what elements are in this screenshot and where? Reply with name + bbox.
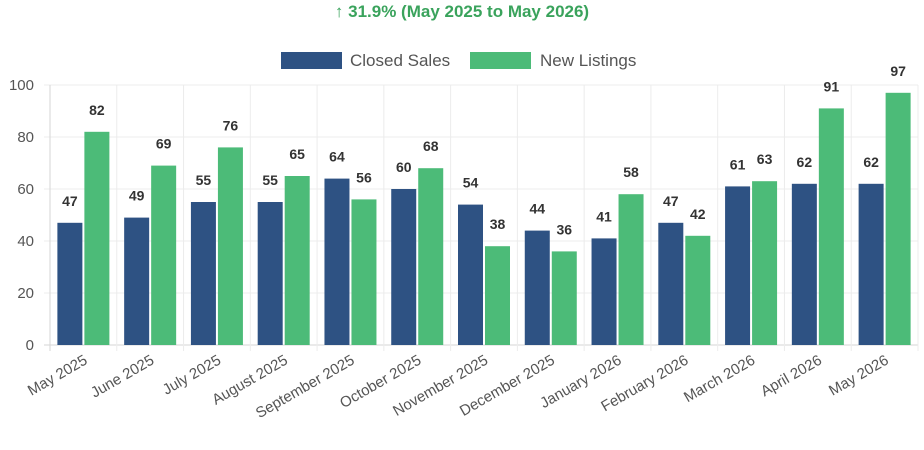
data-label: 61 <box>730 156 746 172</box>
data-label: 38 <box>490 216 506 232</box>
data-label: 41 <box>596 208 612 224</box>
data-label: 55 <box>262 172 278 188</box>
data-label: 76 <box>223 117 239 133</box>
bar-new-listings <box>351 199 377 345</box>
data-labels: 47 82 49 69 55 76 55 65 64 56 60 68 54 38 44 36 41 58 47 42… <box>62 63 906 238</box>
bar-new-listings <box>418 168 444 345</box>
bar-new-listings <box>217 147 243 345</box>
bar-closed-sales <box>257 202 283 345</box>
legend-label: New Listings <box>540 51 636 70</box>
bar-closed-sales <box>658 222 684 345</box>
bar-closed-sales <box>391 189 417 345</box>
data-label: 69 <box>156 136 172 152</box>
data-label: 47 <box>62 193 78 209</box>
bar-new-listings <box>618 194 644 345</box>
bar-closed-sales <box>124 217 150 345</box>
data-label: 82 <box>89 102 105 118</box>
x-tick-label: May 2025 <box>25 352 91 400</box>
bar-closed-sales <box>858 183 884 345</box>
data-label: 58 <box>623 164 639 180</box>
bar-new-listings <box>752 181 778 345</box>
data-label: 54 <box>463 175 479 191</box>
data-label: 62 <box>797 154 813 170</box>
data-label: 49 <box>129 188 145 204</box>
data-label: 60 <box>396 159 412 175</box>
y-tick-label: 60 <box>17 181 34 198</box>
legend-label: Closed Sales <box>350 51 450 70</box>
y-tick-label: 80 <box>17 129 34 146</box>
data-label: 44 <box>529 201 545 217</box>
legend-item-new-listings[interactable]: New Listings <box>470 51 636 70</box>
x-tick-label: June 2025 <box>88 352 157 402</box>
data-label: 65 <box>289 146 305 162</box>
y-axis: 0 20 40 60 80 100 <box>9 77 34 354</box>
x-tick-label: March 2026 <box>681 352 758 406</box>
chart-headline: ↑ 31.9% (May 2025 to May 2026) <box>334 2 590 21</box>
bar-closed-sales <box>725 186 751 345</box>
bar-closed-sales <box>591 238 617 345</box>
data-label: 47 <box>663 193 679 209</box>
bar-new-listings <box>84 131 110 345</box>
data-label: 63 <box>757 151 773 167</box>
data-label: 62 <box>863 154 879 170</box>
bar-new-listings <box>818 108 844 346</box>
data-label: 64 <box>329 149 345 165</box>
bar-closed-sales <box>524 230 550 345</box>
data-label: 42 <box>690 206 706 222</box>
bar-new-listings <box>284 176 310 345</box>
x-tick-label: May 2026 <box>826 352 892 400</box>
bar-new-listings <box>685 235 711 345</box>
bars <box>57 92 911 346</box>
y-tick-label: 20 <box>17 285 34 302</box>
bar-new-listings <box>485 246 510 345</box>
bar-closed-sales <box>791 183 817 345</box>
bar-closed-sales <box>190 202 216 345</box>
bar-closed-sales <box>324 178 350 345</box>
legend-swatch <box>281 52 342 69</box>
y-tick-label: 0 <box>26 337 34 354</box>
legend[interactable]: Closed Sales New Listings <box>281 51 636 70</box>
data-label: 91 <box>824 78 840 94</box>
data-label: 36 <box>556 221 572 237</box>
bar-new-listings <box>151 165 177 345</box>
legend-swatch <box>470 52 531 69</box>
data-label: 56 <box>356 169 372 185</box>
data-label: 55 <box>196 172 212 188</box>
y-tick-label: 100 <box>9 77 34 94</box>
y-tick-label: 40 <box>17 233 34 250</box>
bar-closed-sales <box>458 204 483 345</box>
legend-item-closed-sales[interactable]: Closed Sales <box>281 51 450 70</box>
bar-new-listings <box>885 92 911 345</box>
data-label: 68 <box>423 138 439 154</box>
bar-closed-sales <box>57 222 83 345</box>
x-tick-label: April 2026 <box>758 352 825 400</box>
bar-new-listings <box>551 251 577 345</box>
data-label: 97 <box>890 63 906 79</box>
